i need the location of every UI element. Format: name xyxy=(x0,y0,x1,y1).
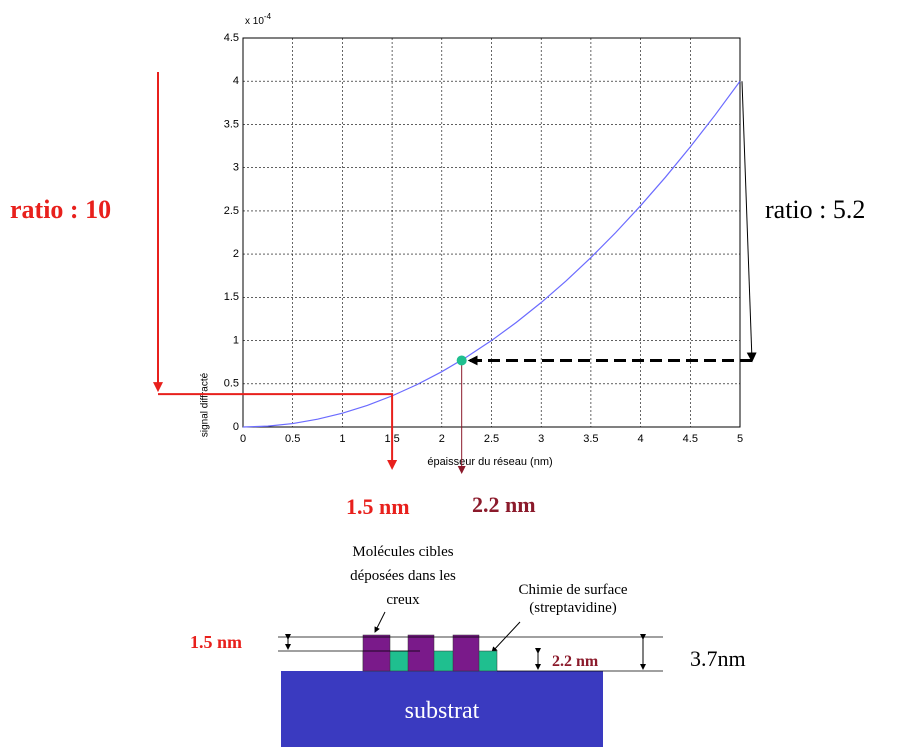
target-label: Molécules cibles xyxy=(352,544,453,560)
y-tick-label: 2 xyxy=(233,248,239,260)
target-label: creux xyxy=(386,592,420,608)
chemistry-label: Chimie de surface xyxy=(518,582,627,598)
y-tick-label: 3.5 xyxy=(224,118,239,130)
multiplier-exponent: -4 xyxy=(264,12,272,21)
height-mid: 2.2 nm xyxy=(552,653,599,670)
y-tick-label: 0 xyxy=(233,421,239,433)
x-tick-label: 1 xyxy=(339,433,345,445)
y-tick-label: 2.5 xyxy=(224,205,239,217)
y-tick-label: 1.5 xyxy=(224,291,239,303)
y-tick-label: 4.5 xyxy=(224,32,239,44)
y-tick-label: 4 xyxy=(233,75,239,87)
substrate xyxy=(281,671,603,747)
pointer xyxy=(374,611,386,633)
ratio-arrow xyxy=(158,393,398,470)
line xyxy=(242,80,741,428)
x-tick-label: 4 xyxy=(638,433,644,445)
molecule xyxy=(407,634,435,672)
height-total: 3.7nm xyxy=(690,646,746,671)
chemistry-label: (streptavidine) xyxy=(529,600,616,616)
ratio-arrow xyxy=(741,81,757,363)
multiplier-base: x 10 xyxy=(245,16,264,27)
ratio-right: ratio : 5.2 xyxy=(765,195,865,224)
ratio-left: ratio : 10 xyxy=(10,195,111,224)
plot-area xyxy=(242,37,741,428)
diagram: Molécules cibles déposées dans les creux… xyxy=(190,544,746,747)
target-label: déposées dans les xyxy=(350,568,456,584)
plot: 00.511.522.533.544.50 0.5 1 1.5 2 2.5 3 3.5 4 4.5… xyxy=(224,32,743,445)
molecule xyxy=(452,634,480,672)
x-tick-label: 2.5 xyxy=(484,433,499,445)
x-label: épaisseur du réseau (nm) xyxy=(427,456,552,468)
substrate-label: substrat xyxy=(405,698,480,724)
x-tick-label: 0 xyxy=(240,433,246,445)
x-tick-label: 2 xyxy=(439,433,445,445)
x-tick-label: 3.5 xyxy=(583,433,598,445)
x-tick-label: 3 xyxy=(538,433,544,445)
x-tick-label: 5 xyxy=(737,433,743,445)
highlight-point xyxy=(456,355,467,366)
height-left: 1.5 nm xyxy=(190,632,242,652)
y-tick-label: 3 xyxy=(233,162,239,174)
molecule xyxy=(362,634,391,672)
y-tick-label: 0.5 xyxy=(224,378,239,390)
y-label: signal diffracté xyxy=(200,372,211,437)
label-left: 1.5 nm xyxy=(346,494,410,519)
multiplier: x 10-4 xyxy=(245,12,272,27)
x-tick-label: 4.5 xyxy=(683,433,698,445)
y-tick-label: 1 xyxy=(233,334,239,346)
label-right: 2.2 nm xyxy=(472,492,536,517)
x-tick-label: 0.5 xyxy=(285,433,300,445)
